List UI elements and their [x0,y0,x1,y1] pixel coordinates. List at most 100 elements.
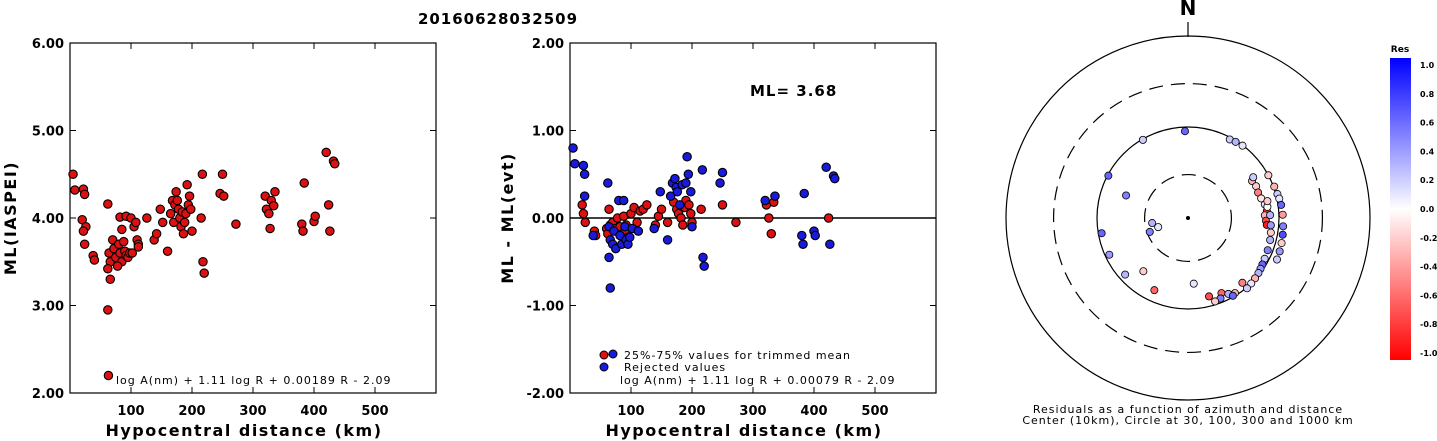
station-marker [1279,222,1288,231]
data-point [656,204,667,215]
data-point [310,211,320,222]
colorbar-tick-label: 1.0 [1420,61,1435,70]
y-tick-label: 1.00 [532,125,564,140]
station-marker [1121,270,1130,279]
station-marker [1180,127,1189,136]
station-marker [1097,229,1106,238]
data-point [686,187,696,197]
data-point [298,226,308,236]
data-point [686,208,696,219]
data-point [577,200,587,210]
data-point [323,200,334,210]
station-marker [1104,171,1113,180]
data-point [231,219,241,229]
station-marker [1266,236,1275,245]
data-point [325,226,335,236]
data-point [604,252,614,263]
y-tick-label: 0.00 [532,212,564,227]
data-point [603,178,613,188]
data-point [89,255,100,265]
center-dot [1186,216,1190,220]
legend-marker-kept [608,349,618,359]
data-point [268,201,279,211]
station-marker [1263,197,1272,206]
data-point [162,246,173,257]
data-point [687,222,697,232]
data-point [604,204,614,215]
y-tick-label: 3.00 [32,300,64,315]
data-point [770,191,780,201]
data-point [184,191,195,201]
data-point [683,169,694,180]
data-point [662,235,673,245]
data-point [165,208,176,219]
legend-marker-rejected [599,362,609,372]
station-marker [1205,292,1214,301]
data-point [821,162,831,173]
formula-label: log A(nm) + 1.11 log R + 0.00189 R - 2.0… [116,374,391,387]
distance-ring [1096,126,1280,310]
station-marker [1139,267,1148,276]
station-marker [1150,286,1159,295]
data-point [117,224,127,235]
data-point [568,143,578,153]
data-point [217,169,228,180]
colorbar-title: Res [1391,45,1409,55]
data-point [764,213,774,223]
formula-label: log A(nm) + 1.11 log R + 0.00079 R - 2.0… [620,374,895,387]
data-point [760,195,770,206]
data-point [662,217,673,228]
y-tick-label: 5.00 [32,125,64,140]
data-point [179,217,190,228]
data-point [299,178,309,188]
data-point [682,152,692,162]
x-axis-label: Hypocentral distance (km) [605,421,882,440]
data-point [70,185,80,195]
colorbar-tick-label: 0.6 [1420,119,1435,128]
data-point [118,236,129,247]
station-marker [1277,239,1286,248]
station-marker [1211,297,1220,306]
data-point [157,217,168,228]
data-point [178,229,189,239]
station-marker [1277,200,1286,209]
data-point [171,187,181,197]
colorbar-tick-label: -0.8 [1420,320,1437,329]
station-marker [1278,210,1287,219]
data-point [675,200,685,210]
data-point [264,208,274,219]
y-tick-label: 2.00 [532,37,564,52]
axis-ticks: 100 200 300 400 500 -2.00 -1.00 0.00 1.00 2.00 [527,37,936,419]
station-marker [1266,221,1275,230]
data-point [799,188,809,199]
data-point [68,169,78,180]
data-point [103,370,114,381]
distance-ring [1005,35,1371,401]
y-tick-label: 6.00 [32,37,64,52]
colorbar-tick-label: -1.0 [1420,349,1437,358]
station-marker [1242,284,1251,293]
data-point [829,173,840,184]
data-point [103,199,113,209]
station-marker [1122,191,1131,200]
y-tick-label: -1.00 [527,300,564,315]
data-point [588,230,598,241]
data-point [579,191,590,201]
station-marker [1105,250,1114,259]
ml-value: ML= 3.68 [750,82,837,100]
station-marker [1189,279,1198,288]
data-point [79,239,90,250]
data-point [570,159,580,169]
colorbar-tick-label: -0.4 [1420,263,1437,272]
data-point [697,165,708,175]
data-point [717,200,728,210]
y-tick-label: 2.00 [32,387,64,402]
colorbar-tick-label: 0.2 [1420,176,1434,185]
data-point [698,252,708,263]
data-point [810,230,820,241]
x-tick-label: 500 [361,404,388,419]
distance-ring [1143,173,1233,263]
x-tick-label: 200 [178,404,205,419]
data-point [196,213,206,223]
